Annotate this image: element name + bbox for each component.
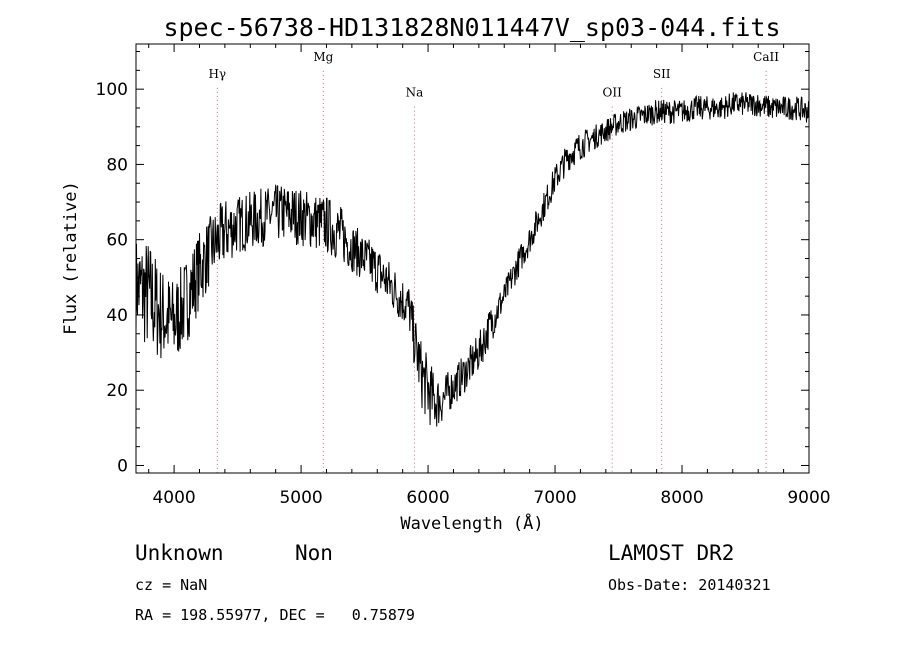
x-tick-label: 9000 <box>787 488 830 508</box>
y-tick-label: 60 <box>106 231 128 251</box>
object-class: Non <box>295 541 333 565</box>
y-tick-label: 0 <box>117 456 128 476</box>
x-tick-label: 7000 <box>533 488 576 508</box>
x-tick-label: 5000 <box>279 488 322 508</box>
spectral-line-label: Na <box>406 86 424 100</box>
spectral-line-label: OII <box>603 86 623 100</box>
obs-date-text: Obs-Date: 20140321 <box>608 576 771 594</box>
spectral-line-label: CaII <box>753 50 779 64</box>
x-tick-label: 4000 <box>152 488 195 508</box>
object-name: Unknown <box>135 541 224 565</box>
spectrum-line <box>135 92 810 427</box>
redshift-text: cz = NaN <box>135 576 207 594</box>
chart-title: spec-56738-HD131828N011447V_sp03-044.fit… <box>163 13 780 42</box>
y-axis-label: Flux (relative) <box>61 181 81 335</box>
survey-name: LAMOST DR2 <box>608 541 734 565</box>
coordinates-text: RA = 198.55977, DEC = 0.75879 <box>135 606 415 624</box>
x-tick-label: 8000 <box>660 488 703 508</box>
y-tick-label: 80 <box>106 155 128 175</box>
plot-area: Hγ Mg Na OII SII CaII 4000 5000 6000 7000 8000 9000… <box>96 43 831 508</box>
spectral-line-label: SII <box>653 67 671 81</box>
y-tick-label: 100 <box>96 80 128 100</box>
y-tick-label: 20 <box>106 381 128 401</box>
x-tick-label: 6000 <box>406 488 449 508</box>
spectral-line-label: Hγ <box>208 67 226 81</box>
x-axis-label: Wavelength (Å) <box>400 512 543 534</box>
y-tick-label: 40 <box>106 306 128 326</box>
spectral-line-label: Mg <box>313 50 333 64</box>
